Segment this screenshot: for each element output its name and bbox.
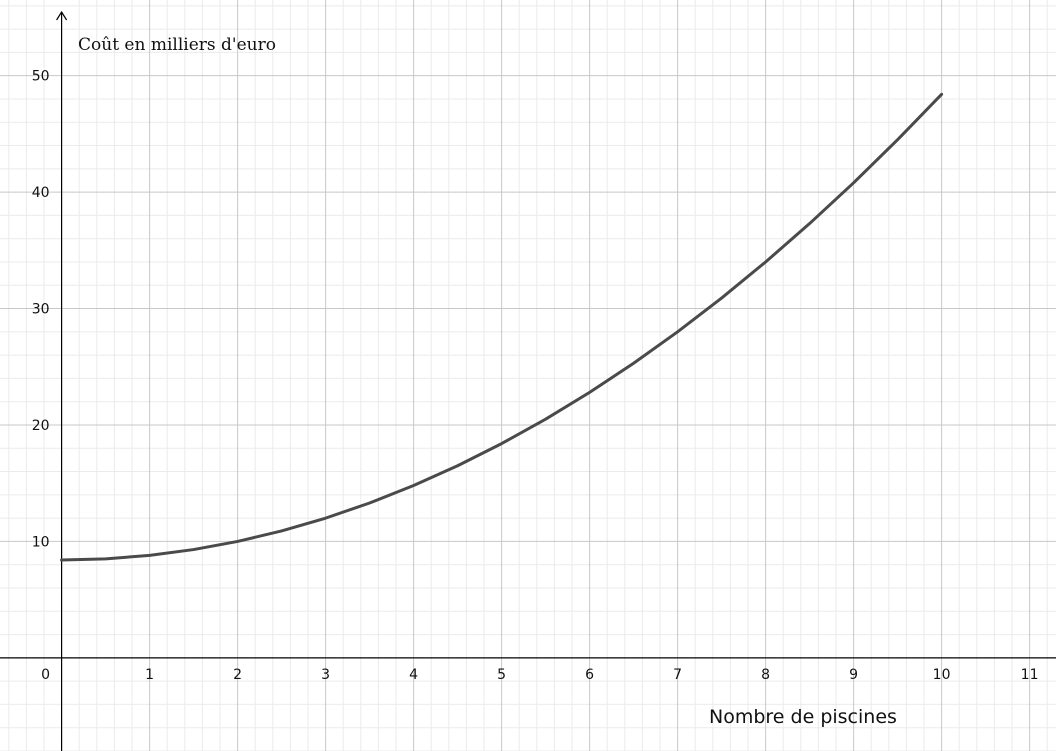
x-tick-label: 1 [145,667,154,683]
x-tick-label: 10 [933,667,951,683]
axes [0,10,1056,751]
x-tick-label: 4 [409,667,418,683]
y-tick-label: 10 [32,534,50,550]
x-tick-label: 6 [585,667,594,683]
x-tick-label: 2 [233,667,242,683]
x-tick-label: 7 [673,667,682,683]
x-tick-label: 0 [41,667,50,683]
x-tick-label: 9 [849,667,858,683]
x-axis-label: Nombre de piscines [709,706,897,728]
x-tick-label: 3 [321,667,330,683]
x-tick-label: 5 [497,667,506,683]
series-line [60,92,944,562]
x-tick-label: 11 [1021,667,1039,683]
y-axis-arrow-icon [56,10,68,21]
x-tick-labels: 0 1 2 3 4 5 6 7 8 9 10 11 [41,667,1038,683]
x-tick-label: 8 [761,667,770,683]
y-tick-label: 20 [32,418,50,434]
series-group [60,92,944,562]
y-axis-label: Coût en milliers d'euro [78,35,276,55]
y-tick-label: 50 [32,69,50,85]
y-tick-labels: 10 20 30 40 50 [32,69,50,551]
y-tick-label: 40 [32,185,50,201]
y-tick-label: 30 [32,302,50,318]
